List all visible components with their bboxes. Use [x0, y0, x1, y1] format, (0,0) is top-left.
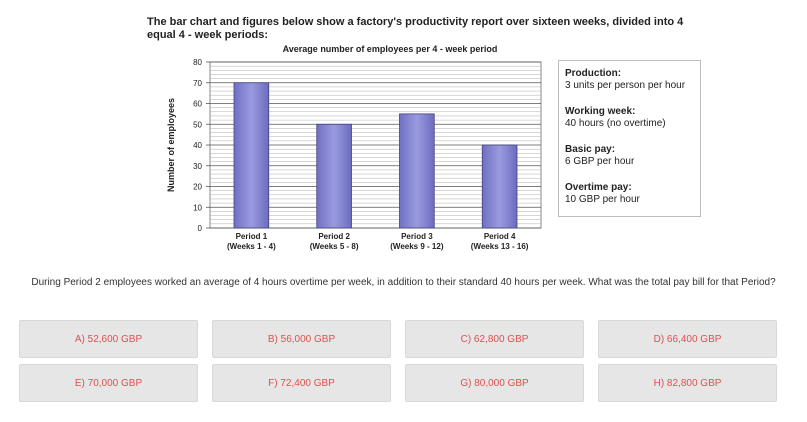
answer-option-h[interactable]: H) 82,800 GBP [598, 364, 777, 402]
y-tick-label: 60 [193, 100, 202, 109]
y-tick-label: 70 [193, 79, 202, 88]
info-production: Production: 3 units per person per hour [565, 68, 694, 92]
x-tick-label: Period 2 [318, 232, 350, 241]
answer-option-a[interactable]: A) 52,600 GBP [19, 320, 198, 358]
answer-option-d[interactable]: D) 66,400 GBP [598, 320, 777, 358]
bar [399, 113, 435, 229]
x-tick-label: (Weeks 5 - 8) [310, 242, 359, 251]
info-value: 10 GBP per hour [565, 194, 640, 205]
y-tick-label: 50 [193, 120, 202, 129]
x-tick-label: (Weeks 13 - 16) [471, 242, 529, 251]
chart-title: Average number of employees per 4 - week… [283, 44, 498, 54]
info-basic-pay: Basic pay: 6 GBP per hour [565, 144, 694, 168]
info-panel: Production: 3 units per person per hour … [558, 60, 701, 217]
y-tick-label: 0 [198, 224, 203, 233]
info-label: Working week: [565, 106, 636, 117]
answer-option-g[interactable]: G) 80,000 GBP [405, 364, 584, 402]
bar-chart: Average number of employees per 4 - week… [166, 44, 542, 251]
answer-option-c[interactable]: C) 62,800 GBP [405, 320, 584, 358]
info-label: Basic pay: [565, 144, 616, 155]
x-tick-label: (Weeks 1 - 4) [227, 242, 276, 251]
info-value: 3 units per person per hour [565, 80, 686, 91]
y-tick-label: 10 [193, 203, 202, 212]
intro-line: equal 4 - week periods: [147, 29, 269, 41]
answer-option-e[interactable]: E) 70,000 GBP [19, 364, 198, 402]
y-axis-label: Number of employees [166, 98, 176, 192]
x-tick-label: Period 3 [401, 232, 433, 241]
info-value: 6 GBP per hour [565, 156, 635, 167]
x-tick-label: Period 1 [236, 232, 268, 241]
x-tick-label: Period 4 [484, 232, 516, 241]
bar [481, 144, 518, 229]
info-label: Production: [565, 68, 622, 79]
info-overtime-pay: Overtime pay: 10 GBP per hour [565, 182, 694, 206]
y-tick-label: 80 [193, 58, 202, 67]
answer-option-f[interactable]: F) 72,400 GBP [212, 364, 391, 402]
info-value: 40 hours (no overtime) [565, 118, 666, 129]
intro-text: The bar chart and figures below show a f… [147, 16, 707, 42]
info-working-week: Working week: 40 hours (no overtime) [565, 106, 694, 130]
intro-line: The bar chart and figures below show a f… [147, 16, 684, 28]
x-tick-label: (Weeks 9 - 12) [390, 242, 444, 251]
answer-option-b[interactable]: B) 56,000 GBP [212, 320, 391, 358]
info-label: Overtime pay: [565, 182, 632, 193]
bar [233, 82, 270, 229]
bar [316, 123, 352, 229]
y-tick-label: 30 [193, 162, 202, 171]
y-tick-label: 40 [193, 141, 202, 150]
y-tick-label: 20 [193, 183, 202, 192]
question-text: During Period 2 employees worked an aver… [31, 277, 776, 288]
